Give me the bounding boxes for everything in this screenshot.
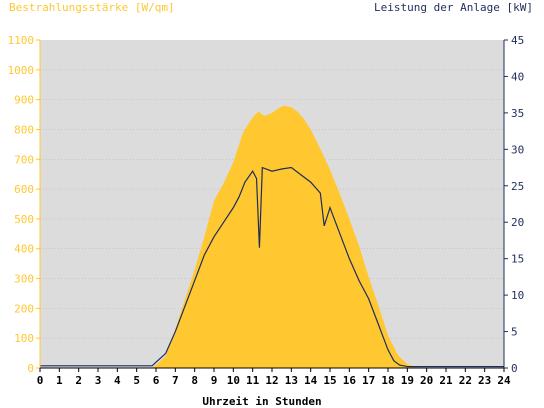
y-left-tick-label: 1100	[8, 34, 35, 47]
x-tick-label: 3	[95, 374, 102, 387]
x-tick-label: 5	[133, 374, 140, 387]
y-left-tick-label: 700	[14, 153, 34, 166]
x-tick-label: 23	[478, 374, 491, 387]
x-tick-label: 0	[37, 374, 44, 387]
x-tick-label: 21	[439, 374, 453, 387]
x-tick-label: 4	[114, 374, 121, 387]
x-tick-label: 12	[265, 374, 278, 387]
y-right-tick-label: 10	[511, 289, 524, 302]
x-tick-label: 8	[191, 374, 198, 387]
y-right-tick-label: 40	[511, 70, 524, 83]
x-tick-label: 14	[304, 374, 318, 387]
y-right-tick-label: 45	[511, 34, 524, 47]
y-left-tick-label: 600	[14, 183, 34, 196]
y-left-tick-label: 500	[14, 213, 34, 226]
x-tick-label: 18	[381, 374, 394, 387]
y-right-tick-label: 5	[511, 326, 518, 339]
series-layer	[40, 105, 504, 368]
x-tick-label: 9	[211, 374, 218, 387]
y-right-tick-label: 25	[511, 180, 524, 193]
x-tick-label: 24	[497, 374, 511, 387]
y-left-tick-label: 1000	[8, 64, 35, 77]
x-tick-label: 10	[227, 374, 240, 387]
x-tick-label: 2	[75, 374, 82, 387]
x-tick-label: 1	[56, 374, 63, 387]
x-tick-label: 13	[285, 374, 298, 387]
left-axis-title: Bestrahlungsstärke [W/qm]	[9, 1, 175, 14]
x-tick-label: 7	[172, 374, 179, 387]
right-axis-title: Leistung der Anlage [kW]	[374, 1, 533, 14]
y-left-tick-label: 800	[14, 123, 34, 136]
x-axis-title: Uhrzeit in Stunden	[202, 395, 321, 408]
x-tick-label: 11	[246, 374, 260, 387]
x-tick-label: 15	[323, 374, 336, 387]
y-left-tick-label: 300	[14, 273, 34, 286]
y-left-tick-label: 900	[14, 94, 34, 107]
y-right-tick-label: 35	[511, 107, 524, 120]
y-left-tick-label: 200	[14, 302, 34, 315]
x-tick-label: 20	[420, 374, 433, 387]
power-line	[40, 166, 504, 368]
x-tick-label: 17	[362, 374, 375, 387]
y-right-tick-label: 30	[511, 143, 524, 156]
tick-labels: 0100200300400500600700800900100011000510…	[8, 34, 525, 387]
y-right-tick-label: 20	[511, 216, 524, 229]
y-right-tick-label: 15	[511, 253, 524, 266]
x-tick-label: 19	[401, 374, 414, 387]
y-left-tick-label: 0	[27, 362, 34, 375]
irradiance-area	[40, 105, 504, 368]
x-tick-label: 16	[343, 374, 357, 387]
y-left-tick-label: 100	[14, 332, 34, 345]
x-tick-label: 6	[153, 374, 160, 387]
x-tick-label: 22	[459, 374, 472, 387]
y-left-tick-label: 400	[14, 243, 34, 256]
y-right-tick-label: 0	[511, 362, 518, 375]
